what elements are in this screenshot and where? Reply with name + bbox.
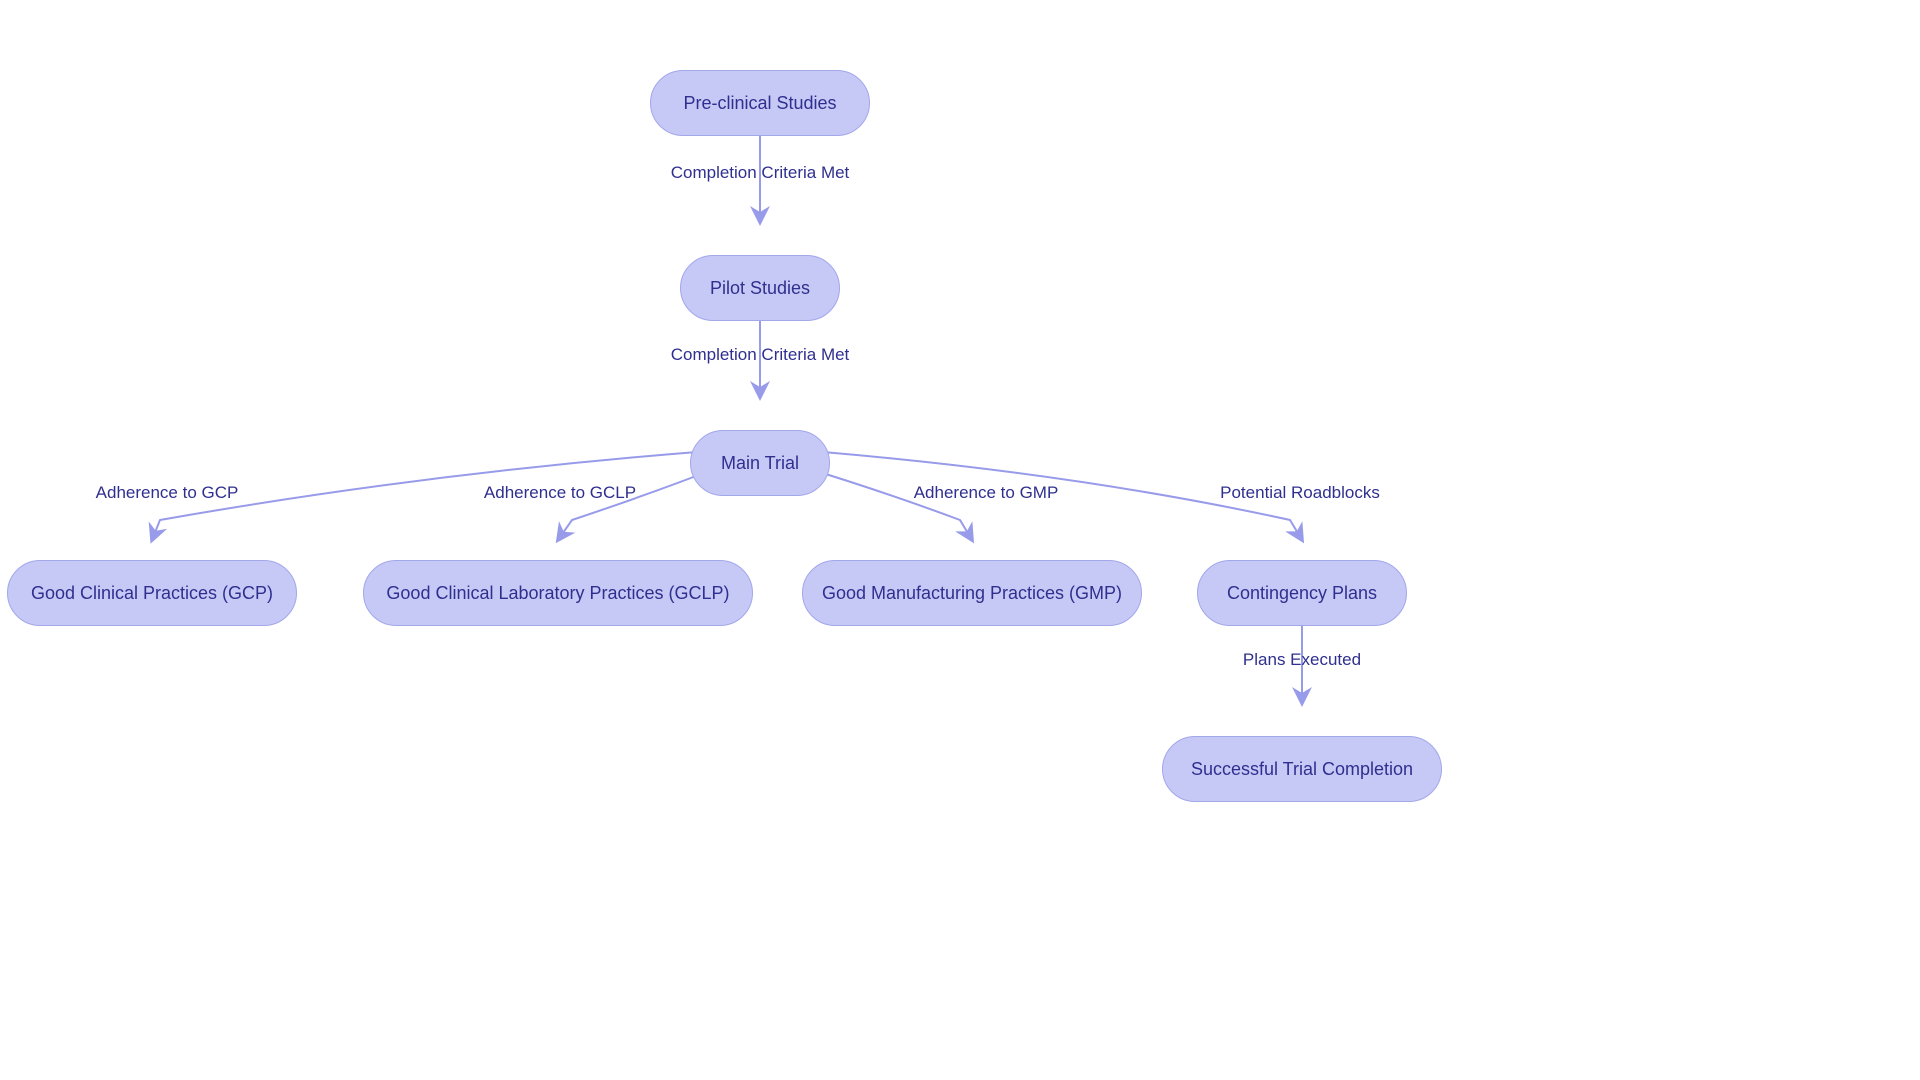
edge-label-main-gmp: Adherence to GMP	[914, 483, 1059, 503]
node-label-pilot: Pilot Studies	[710, 278, 810, 299]
edge-label-preclinical-pilot: Completion Criteria Met	[671, 163, 850, 183]
node-label-gcp: Good Clinical Practices (GCP)	[31, 583, 273, 604]
node-label-gmp: Good Manufacturing Practices (GMP)	[822, 583, 1122, 604]
node-pilot: Pilot Studies	[680, 255, 840, 321]
edge-main-gmp	[803, 467, 972, 540]
edge-label-main-contingency: Potential Roadblocks	[1220, 483, 1380, 503]
node-gclp: Good Clinical Laboratory Practices (GCLP…	[363, 560, 753, 626]
edge-label-pilot-main: Completion Criteria Met	[671, 345, 850, 365]
node-label-gclp: Good Clinical Laboratory Practices (GCLP…	[386, 583, 729, 604]
node-success: Successful Trial Completion	[1162, 736, 1442, 802]
node-label-success: Successful Trial Completion	[1191, 759, 1413, 780]
flowchart-canvas: Completion Criteria Met Completion Criter…	[0, 0, 1920, 1080]
node-label-contingency: Contingency Plans	[1227, 583, 1377, 604]
node-main: Main Trial	[690, 430, 830, 496]
node-gcp: Good Clinical Practices (GCP)	[7, 560, 297, 626]
node-contingency: Contingency Plans	[1197, 560, 1407, 626]
edge-label-main-gclp: Adherence to GCLP	[484, 483, 636, 503]
edge-label-main-gcp: Adherence to GCP	[96, 483, 239, 503]
node-label-preclinical: Pre-clinical Studies	[683, 93, 836, 114]
node-label-main: Main Trial	[721, 453, 799, 474]
edges-layer	[0, 0, 1920, 1080]
node-gmp: Good Manufacturing Practices (GMP)	[802, 560, 1142, 626]
node-preclinical: Pre-clinical Studies	[650, 70, 870, 136]
edge-label-contingency-success: Plans Executed	[1243, 650, 1361, 670]
